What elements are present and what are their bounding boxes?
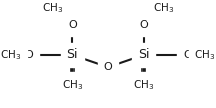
Text: CH$_3$: CH$_3$ [194, 48, 216, 62]
Text: Si: Si [67, 48, 78, 61]
Text: CH$_3$: CH$_3$ [42, 1, 63, 15]
Text: O: O [68, 20, 77, 30]
Text: CH$_3$: CH$_3$ [153, 1, 174, 15]
Text: Si: Si [138, 48, 149, 61]
Text: CH$_3$: CH$_3$ [133, 78, 154, 92]
Text: CH$_3$: CH$_3$ [0, 48, 22, 62]
Text: O: O [24, 50, 33, 60]
Text: O: O [183, 50, 192, 60]
Text: CH$_3$: CH$_3$ [62, 78, 83, 92]
Text: O: O [139, 20, 148, 30]
Text: O: O [104, 62, 112, 72]
